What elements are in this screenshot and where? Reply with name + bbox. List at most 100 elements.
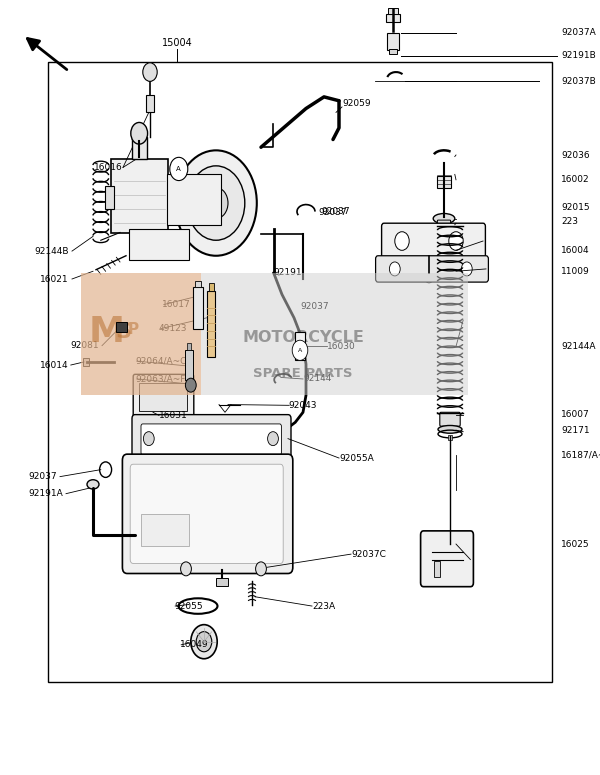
Bar (185, 350, 193, 380)
Text: 16030: 16030 (327, 342, 356, 351)
Bar (48, 62, 552, 682)
Text: 49123: 49123 (159, 324, 187, 333)
FancyBboxPatch shape (437, 220, 451, 229)
Text: 92171: 92171 (561, 425, 590, 435)
Text: MOTORCYCLE: MOTORCYCLE (242, 329, 364, 345)
Bar (387, 33, 399, 50)
Ellipse shape (433, 214, 455, 224)
Bar (139, 383, 187, 411)
Circle shape (191, 625, 217, 659)
Circle shape (461, 262, 472, 276)
Bar (437, 176, 451, 188)
Text: 92037: 92037 (321, 207, 350, 216)
Text: 16004: 16004 (561, 246, 590, 255)
Text: 92037A: 92037A (561, 28, 596, 37)
Ellipse shape (438, 425, 462, 433)
Circle shape (292, 340, 308, 360)
Bar (81, 273, 468, 395)
Text: A: A (176, 166, 181, 172)
Text: A: A (298, 348, 302, 353)
Circle shape (268, 432, 278, 446)
Text: 92055A: 92055A (339, 453, 374, 463)
Circle shape (175, 150, 257, 256)
Text: 92063/A~F: 92063/A~F (135, 374, 185, 384)
FancyBboxPatch shape (440, 412, 460, 426)
FancyBboxPatch shape (133, 374, 194, 418)
Bar (187, 343, 191, 350)
FancyBboxPatch shape (376, 256, 488, 282)
Text: S: S (115, 322, 131, 342)
Bar (116, 322, 127, 332)
FancyBboxPatch shape (132, 415, 291, 463)
Text: 92037B: 92037B (561, 77, 596, 86)
Text: 16021: 16021 (40, 274, 69, 284)
FancyBboxPatch shape (130, 464, 283, 563)
Text: P: P (128, 322, 139, 337)
Circle shape (181, 562, 191, 576)
Circle shape (143, 63, 157, 81)
Circle shape (170, 157, 188, 181)
Bar (167, 174, 221, 225)
Text: 92037: 92037 (318, 208, 347, 217)
FancyBboxPatch shape (382, 223, 485, 259)
Circle shape (185, 378, 196, 392)
Text: 92043: 92043 (288, 401, 317, 410)
Text: 92191B: 92191B (561, 51, 596, 60)
Bar (132, 137, 147, 159)
Bar (295, 332, 305, 360)
Bar (386, 14, 400, 22)
Text: 92144: 92144 (303, 374, 331, 384)
Text: 92144A: 92144A (561, 342, 595, 351)
Circle shape (395, 232, 409, 250)
Bar (448, 435, 452, 440)
Text: 92037C: 92037C (351, 549, 386, 559)
Text: 92191: 92191 (273, 268, 302, 277)
Circle shape (196, 632, 212, 652)
Circle shape (256, 562, 266, 576)
Text: M: M (89, 315, 125, 349)
Text: 16187/A~I: 16187/A~I (561, 450, 600, 460)
Circle shape (449, 232, 463, 250)
Bar (146, 95, 154, 112)
Text: 16031: 16031 (159, 411, 188, 420)
FancyBboxPatch shape (141, 424, 281, 455)
Text: 16049: 16049 (180, 640, 209, 649)
Text: 15004: 15004 (161, 38, 193, 48)
Text: 92064/A~C: 92064/A~C (135, 356, 187, 366)
Bar (388, 8, 398, 14)
Text: 92037: 92037 (28, 472, 57, 481)
Bar (83, 358, 89, 366)
Text: 223: 223 (561, 217, 578, 226)
Bar (105, 186, 114, 209)
FancyBboxPatch shape (122, 454, 293, 574)
FancyBboxPatch shape (421, 531, 473, 587)
Bar (193, 287, 203, 329)
Text: SPARE PARTS: SPARE PARTS (253, 367, 353, 380)
Bar (209, 283, 214, 291)
Bar (216, 578, 228, 586)
Text: 16014: 16014 (40, 360, 69, 370)
Text: 92144B: 92144B (35, 246, 69, 256)
Text: 16007: 16007 (561, 410, 590, 419)
Text: 11009: 11009 (561, 267, 590, 276)
Bar (141, 514, 189, 546)
Bar (195, 281, 201, 287)
Text: 223A: 223A (312, 601, 335, 611)
Bar (111, 159, 168, 232)
Bar (81, 273, 201, 395)
Text: 16016: 16016 (94, 163, 123, 172)
Circle shape (424, 270, 434, 283)
Text: 92055: 92055 (174, 601, 203, 611)
Circle shape (131, 122, 148, 144)
Circle shape (187, 166, 245, 240)
Text: 92081: 92081 (70, 341, 99, 350)
Text: 92059: 92059 (342, 98, 371, 108)
Circle shape (204, 188, 228, 219)
Bar (207, 291, 215, 356)
Text: 92036: 92036 (561, 150, 590, 160)
Text: 92015: 92015 (561, 203, 590, 212)
Circle shape (143, 432, 154, 446)
Bar (129, 229, 189, 260)
Circle shape (389, 262, 400, 276)
Text: 92037: 92037 (300, 301, 329, 311)
